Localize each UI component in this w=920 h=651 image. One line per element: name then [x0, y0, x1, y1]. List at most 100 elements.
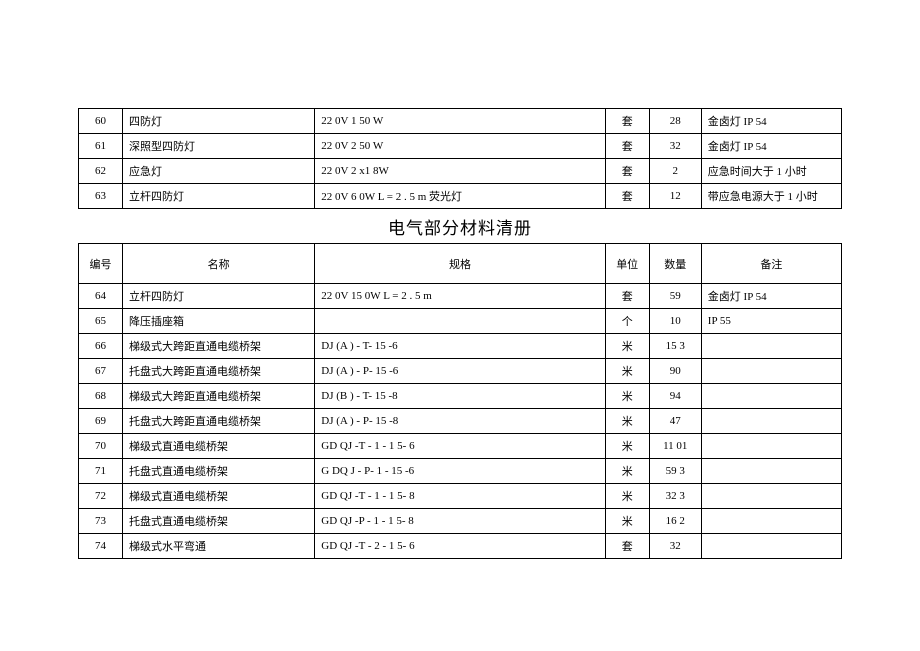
- table-row: 60四防灯22 0V 1 50 W套28金卤灯 IP 54: [79, 109, 842, 134]
- cell-qty: 90: [649, 359, 701, 384]
- cell-num: 62: [79, 159, 123, 184]
- table-row: 73托盘式直通电缆桥架GD QJ -P - 1 - 1 5- 8米16 2: [79, 509, 842, 534]
- cell-qty: 59 3: [649, 459, 701, 484]
- cell-qty: 16 2: [649, 509, 701, 534]
- table-row: 71托盘式直通电缆桥架G DQ J - P- 1 - 15 -6米59 3: [79, 459, 842, 484]
- cell-spec: 22 0V 1 50 W: [315, 109, 605, 134]
- cell-num: 71: [79, 459, 123, 484]
- cell-remark: [701, 459, 841, 484]
- cell-unit: 套: [605, 159, 649, 184]
- section-title: 电气部分材料清册: [78, 209, 842, 243]
- cell-spec: DJ (A ) - T- 15 -6: [315, 334, 605, 359]
- cell-num: 64: [79, 284, 123, 309]
- cell-spec: 22 0V 6 0W L = 2 . 5 m 荧光灯: [315, 184, 605, 209]
- cell-unit: 套: [605, 184, 649, 209]
- cell-unit: 米: [605, 384, 649, 409]
- cell-remark: [701, 534, 841, 559]
- table-row: 72梯级式直通电缆桥架GD QJ -T - 1 - 1 5- 8米32 3: [79, 484, 842, 509]
- material-table-upper: 60四防灯22 0V 1 50 W套28金卤灯 IP 5461深照型四防灯22 …: [78, 108, 842, 209]
- cell-name: 立杆四防灯: [123, 184, 315, 209]
- cell-remark: [701, 334, 841, 359]
- header-name: 名称: [123, 244, 315, 284]
- cell-spec: DJ (A ) - P- 15 -6: [315, 359, 605, 384]
- header-remark: 备注: [701, 244, 841, 284]
- cell-name: 梯级式大跨距直通电缆桥架: [123, 384, 315, 409]
- cell-unit: 套: [605, 134, 649, 159]
- cell-spec: 22 0V 2 50 W: [315, 134, 605, 159]
- cell-name: 深照型四防灯: [123, 134, 315, 159]
- table-row: 66梯级式大跨距直通电缆桥架DJ (A ) - T- 15 -6米15 3: [79, 334, 842, 359]
- table-row: 69托盘式大跨距直通电缆桥架DJ (A ) - P- 15 -8米47: [79, 409, 842, 434]
- cell-unit: 套: [605, 284, 649, 309]
- cell-qty: 32 3: [649, 484, 701, 509]
- cell-spec: G DQ J - P- 1 - 15 -6: [315, 459, 605, 484]
- table-row: 74梯级式水平弯通GD QJ -T - 2 - 1 5- 6套32: [79, 534, 842, 559]
- cell-remark: [701, 409, 841, 434]
- cell-unit: 套: [605, 109, 649, 134]
- cell-qty: 28: [649, 109, 701, 134]
- cell-spec: DJ (A ) - P- 15 -8: [315, 409, 605, 434]
- cell-qty: 94: [649, 384, 701, 409]
- cell-unit: 米: [605, 334, 649, 359]
- cell-unit: 米: [605, 484, 649, 509]
- table-row: 68梯级式大跨距直通电缆桥架DJ (B ) - T- 15 -8米94: [79, 384, 842, 409]
- cell-remark: [701, 359, 841, 384]
- cell-qty: 32: [649, 534, 701, 559]
- cell-remark: 金卤灯 IP 54: [701, 284, 841, 309]
- cell-qty: 59: [649, 284, 701, 309]
- cell-name: 托盘式大跨距直通电缆桥架: [123, 409, 315, 434]
- cell-remark: IP 55: [701, 309, 841, 334]
- cell-name: 托盘式直通电缆桥架: [123, 509, 315, 534]
- cell-name: 四防灯: [123, 109, 315, 134]
- cell-num: 67: [79, 359, 123, 384]
- cell-unit: 个: [605, 309, 649, 334]
- cell-remark: [701, 384, 841, 409]
- cell-num: 60: [79, 109, 123, 134]
- cell-qty: 11 01: [649, 434, 701, 459]
- cell-num: 72: [79, 484, 123, 509]
- cell-unit: 米: [605, 509, 649, 534]
- cell-name: 降压插座箱: [123, 309, 315, 334]
- table-row: 63立杆四防灯22 0V 6 0W L = 2 . 5 m 荧光灯套12带应急电…: [79, 184, 842, 209]
- cell-num: 69: [79, 409, 123, 434]
- cell-num: 70: [79, 434, 123, 459]
- cell-num: 68: [79, 384, 123, 409]
- material-table-lower: 编号 名称 规格 单位 数量 备注 64立杆四防灯22 0V 15 0W L =…: [78, 243, 842, 559]
- cell-remark: [701, 434, 841, 459]
- cell-remark: 应急时间大于 1 小时: [701, 159, 841, 184]
- cell-remark: [701, 509, 841, 534]
- header-spec: 规格: [315, 244, 605, 284]
- table-row: 67托盘式大跨距直通电缆桥架DJ (A ) - P- 15 -6米90: [79, 359, 842, 384]
- cell-name: 立杆四防灯: [123, 284, 315, 309]
- cell-spec: 22 0V 15 0W L = 2 . 5 m: [315, 284, 605, 309]
- cell-name: 应急灯: [123, 159, 315, 184]
- cell-num: 63: [79, 184, 123, 209]
- cell-spec: GD QJ -T - 2 - 1 5- 6: [315, 534, 605, 559]
- cell-name: 梯级式大跨距直通电缆桥架: [123, 334, 315, 359]
- cell-qty: 12: [649, 184, 701, 209]
- cell-unit: 米: [605, 409, 649, 434]
- cell-unit: 米: [605, 359, 649, 384]
- cell-qty: 10: [649, 309, 701, 334]
- cell-qty: 47: [649, 409, 701, 434]
- cell-remark: 带应急电源大于 1 小时: [701, 184, 841, 209]
- cell-num: 66: [79, 334, 123, 359]
- cell-name: 梯级式直通电缆桥架: [123, 434, 315, 459]
- cell-unit: 米: [605, 459, 649, 484]
- cell-remark: 金卤灯 IP 54: [701, 134, 841, 159]
- cell-num: 61: [79, 134, 123, 159]
- cell-spec: GD QJ -P - 1 - 1 5- 8: [315, 509, 605, 534]
- cell-remark: [701, 484, 841, 509]
- header-unit: 单位: [605, 244, 649, 284]
- cell-qty: 15 3: [649, 334, 701, 359]
- header-num: 编号: [79, 244, 123, 284]
- table-row: 61深照型四防灯22 0V 2 50 W套32金卤灯 IP 54: [79, 134, 842, 159]
- cell-name: 梯级式直通电缆桥架: [123, 484, 315, 509]
- cell-name: 梯级式水平弯通: [123, 534, 315, 559]
- cell-qty: 32: [649, 134, 701, 159]
- cell-spec: DJ (B ) - T- 15 -8: [315, 384, 605, 409]
- cell-spec: GD QJ -T - 1 - 1 5- 8: [315, 484, 605, 509]
- table-row: 64立杆四防灯22 0V 15 0W L = 2 . 5 m套59金卤灯 IP …: [79, 284, 842, 309]
- table-row: 65降压插座箱个10IP 55: [79, 309, 842, 334]
- cell-unit: 套: [605, 534, 649, 559]
